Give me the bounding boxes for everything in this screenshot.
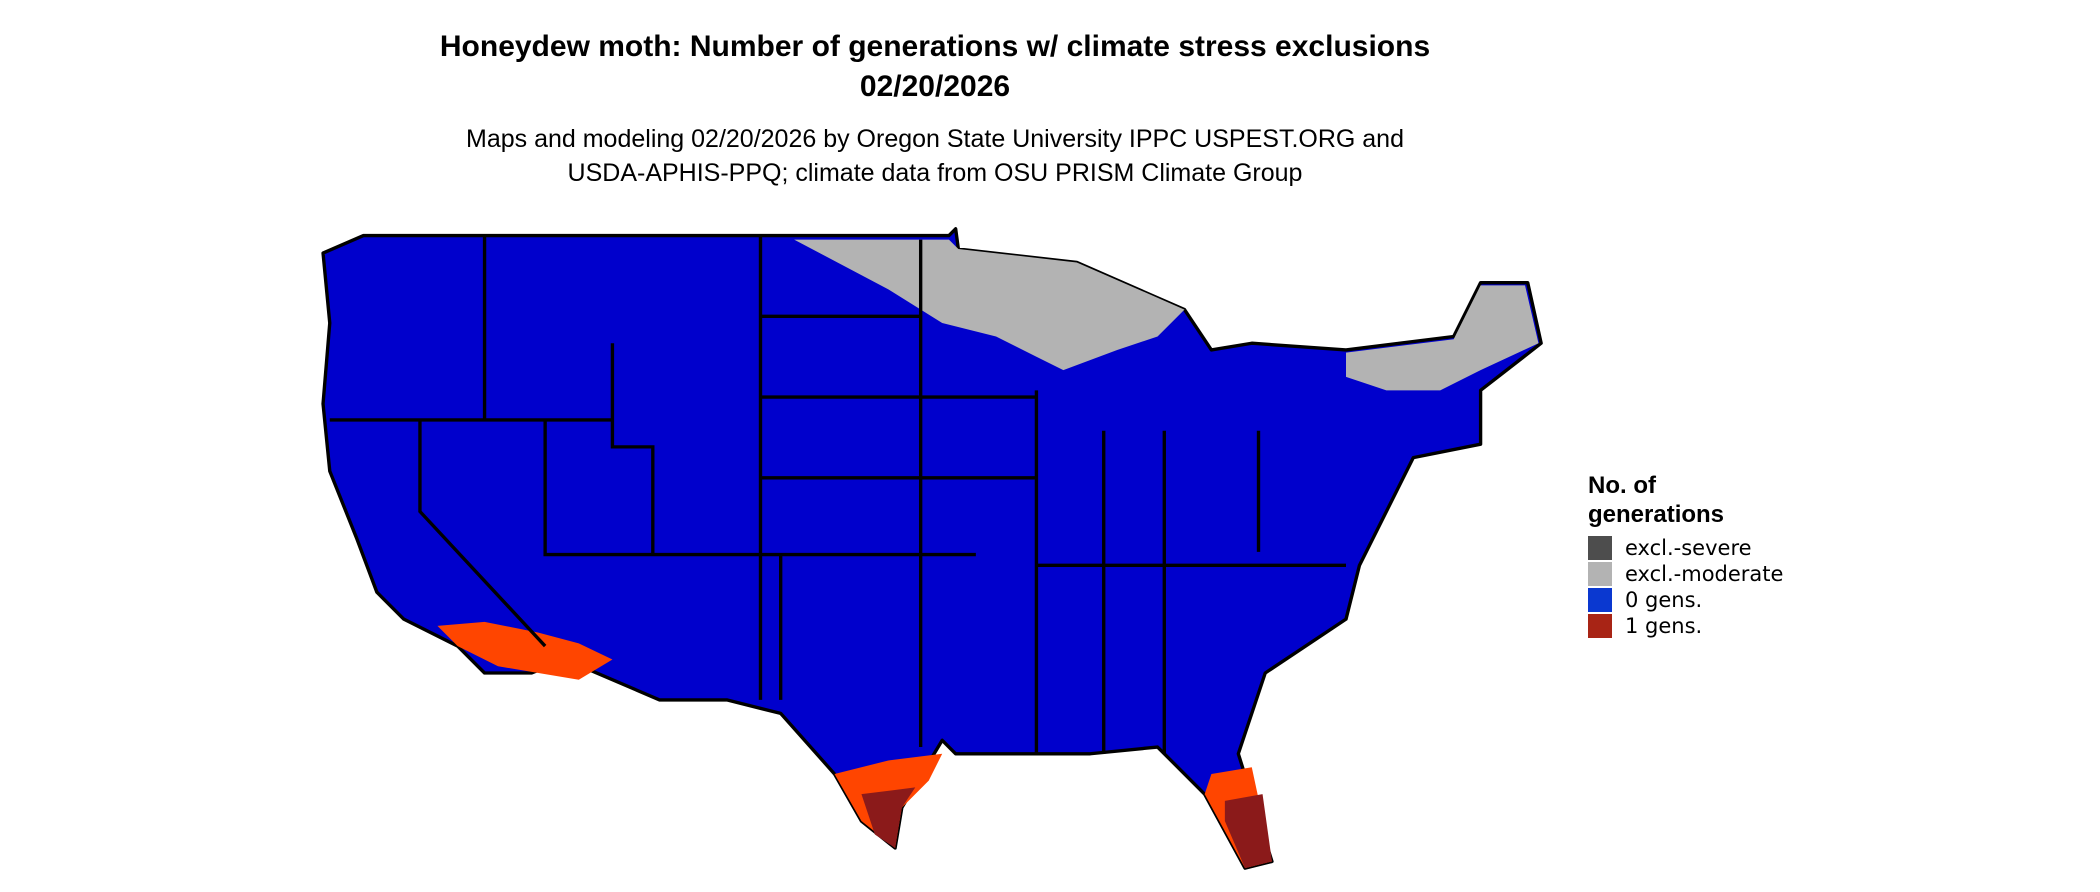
legend: No. of generations excl.-severeexcl.-mod… [1588, 472, 1783, 638]
legend-swatch [1588, 536, 1612, 560]
legend-label: 0 gens. [1625, 588, 1702, 612]
legend-title: generations [1588, 501, 1724, 528]
legend-label: 1 gens. [1625, 614, 1702, 638]
one-gen-dark-area [861, 787, 916, 848]
legend-label: excl.-moderate [1625, 562, 1783, 586]
legend-swatch [1588, 588, 1612, 612]
subtitle: USDA-APHIS-PPQ; climate data from OSU PR… [568, 159, 1303, 187]
legend-swatch [1588, 614, 1612, 638]
legend-title: No. of [1588, 472, 1657, 499]
legend-swatch [1588, 562, 1612, 586]
one-gen-area [437, 621, 613, 680]
excl-moderate-area [1346, 285, 1539, 391]
title: Honeydew moth: Number of generations w/ … [440, 30, 1430, 63]
title: 02/20/2026 [860, 70, 1010, 103]
state-borders [329, 235, 1346, 754]
subtitle: Maps and modeling 02/20/2026 by Oregon S… [466, 125, 1404, 153]
map [321, 227, 1543, 870]
excl-moderate-area [794, 239, 1185, 371]
one-gen-dark-area [1224, 794, 1272, 869]
legend-label: excl.-severe [1625, 536, 1752, 560]
